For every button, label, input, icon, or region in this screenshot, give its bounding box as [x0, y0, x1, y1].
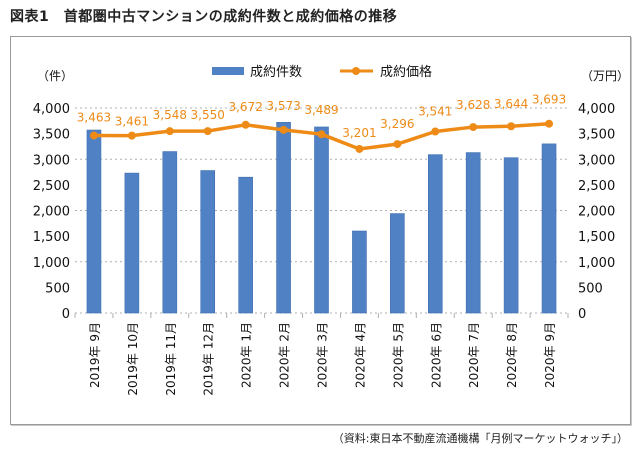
- price-data-label: 3,693: [532, 93, 566, 107]
- price-data-label: 3,628: [456, 98, 490, 112]
- y-right-tick-label: 1,000: [578, 256, 615, 271]
- y-right-tick-label: 4,000: [578, 102, 615, 117]
- price-point: [507, 122, 516, 131]
- x-category-label: 2019年 9月: [88, 322, 102, 388]
- y-right-unit: （万円）: [581, 69, 629, 83]
- x-category-label: 2019年 11月: [164, 322, 178, 396]
- y-right-tick-label: 2,500: [578, 179, 615, 194]
- source-note: （資料:東日本不動産流通機構「月例マーケットウォッチ」）: [332, 432, 628, 445]
- y-left-tick-label: 1,500: [33, 230, 70, 245]
- bar: [314, 126, 329, 314]
- bar: [162, 151, 178, 314]
- bar: [390, 213, 405, 314]
- price-data-label: 3,672: [228, 100, 262, 114]
- price-point: [545, 119, 554, 128]
- y-left-tick-label: 1,000: [33, 256, 70, 271]
- price-data-label: 3,489: [304, 103, 338, 117]
- x-category-label: 2019年 10月: [126, 322, 140, 396]
- legend-line-marker: [352, 67, 360, 75]
- bar: [541, 143, 557, 314]
- y-left-unit: （件）: [37, 69, 73, 83]
- price-point: [431, 127, 440, 136]
- y-left-tick-label: 4,000: [33, 102, 70, 117]
- price-data-label: 3,463: [77, 111, 111, 125]
- y-right-tick-label: 500: [578, 281, 603, 296]
- price-data-label: 3,548: [153, 108, 187, 122]
- bar: [352, 230, 367, 314]
- price-point: [279, 125, 288, 134]
- price-point: [469, 123, 478, 132]
- bar: [86, 129, 102, 314]
- y-left-tick-label: 2,000: [33, 205, 70, 220]
- price-data-label: 3,461: [115, 115, 149, 129]
- price-data-label: 3,550: [191, 108, 225, 122]
- price-point: [393, 140, 402, 149]
- x-category-label: 2020年 1月: [240, 322, 254, 388]
- price-point: [355, 144, 364, 153]
- price-data-label: 3,573: [266, 99, 300, 113]
- bar: [503, 157, 519, 314]
- legend-line-label: 成約価格: [380, 64, 432, 80]
- price-data-label: 3,201: [342, 126, 376, 140]
- x-category-label: 2020年 7月: [467, 322, 481, 388]
- x-category-label: 2020年 9月: [543, 322, 557, 388]
- price-data-label: 3,541: [418, 105, 452, 119]
- x-category-label: 2020年 6月: [429, 322, 443, 388]
- price-point: [203, 127, 212, 136]
- price-point: [89, 131, 98, 140]
- x-category-label: 2020年 5月: [391, 322, 405, 388]
- price-point: [127, 131, 136, 140]
- y-right-tick-label: 3,500: [578, 128, 615, 143]
- chart-title: 図表1 首都圏中古マンションの成約件数と成約価格の推移: [10, 9, 398, 25]
- legend-bar-label: 成約件数: [250, 65, 302, 80]
- x-category-label: 2019年 12月: [202, 322, 216, 396]
- price-point: [317, 130, 326, 139]
- price-point: [241, 120, 250, 129]
- y-left-tick-label: 3,500: [33, 128, 70, 143]
- y-right-tick-label: 0: [578, 307, 586, 322]
- y-right-tick-label: 2,000: [578, 205, 615, 220]
- y-right-tick-label: 1,500: [578, 230, 615, 245]
- y-left-tick-label: 0: [62, 307, 70, 322]
- chart-frame: [10, 36, 631, 425]
- y-right-tick-label: 3,000: [578, 153, 615, 168]
- bar: [465, 152, 481, 314]
- x-category-label: 2020年 3月: [316, 322, 330, 388]
- legend-bar-swatch: [212, 67, 244, 75]
- x-category-label: 2020年 8月: [505, 322, 519, 388]
- price-point: [165, 127, 174, 136]
- price-data-label: 3,296: [380, 117, 414, 131]
- y-left-tick-label: 2,500: [33, 179, 70, 194]
- y-left-tick-label: 3,000: [33, 153, 70, 168]
- bar: [276, 122, 291, 314]
- x-category-label: 2020年 4月: [353, 322, 367, 388]
- price-data-label: 3,644: [494, 97, 528, 111]
- bar: [427, 154, 443, 314]
- y-left-tick-label: 500: [45, 281, 70, 296]
- bar: [124, 172, 140, 314]
- x-category-label: 2020年 2月: [278, 322, 292, 388]
- bar: [200, 170, 216, 314]
- bar: [238, 176, 253, 314]
